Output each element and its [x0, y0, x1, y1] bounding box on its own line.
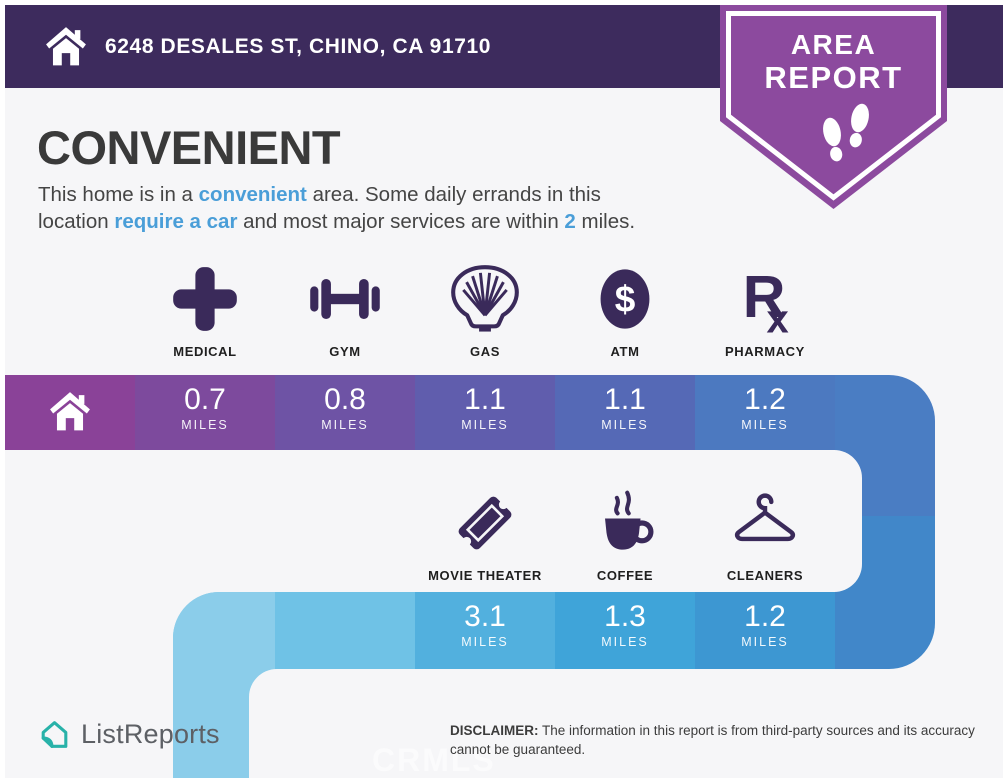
- desc-segment: and most major services are within: [237, 210, 565, 233]
- amenity-label: GAS: [470, 344, 500, 359]
- distance-bar2-segment: [415, 592, 555, 669]
- amenity-gym: GYM: [275, 262, 415, 359]
- distance-bar2-segment: [695, 592, 835, 669]
- distance-unit: MILES: [461, 635, 509, 649]
- amenity-label: ATM: [610, 344, 640, 359]
- home-icon: [50, 392, 90, 431]
- distance-bar1-segment: [555, 375, 695, 450]
- distance-unit: MILES: [601, 418, 649, 432]
- footprints-icon: [823, 103, 869, 162]
- dollar-sign-icon: $: [600, 269, 650, 329]
- distance-bar1-segment: [135, 375, 275, 450]
- page-title: CONVENIENT: [37, 121, 341, 174]
- badge-line1: AREA: [791, 29, 876, 60]
- distance-value: 1.1: [464, 383, 506, 416]
- listreports-house-icon: [41, 721, 68, 748]
- amenity-label: COFFEE: [596, 568, 654, 583]
- snake-inner-cutout-top: [5, 450, 862, 592]
- amenity-coffee: COFFEE: [555, 486, 695, 583]
- amenity-label: MOVIE THEATER: [428, 568, 542, 583]
- amenity-gas: GAS: [415, 262, 555, 359]
- amenity-label: GYM: [329, 344, 361, 359]
- svg-text:x: x: [766, 297, 788, 336]
- distance-value: 0.8: [324, 383, 366, 416]
- amenity-atm: $ ATM: [555, 262, 695, 359]
- distance-value: 1.3: [604, 600, 646, 633]
- amenity-medical: MEDICAL: [135, 262, 275, 359]
- home-icon: [46, 27, 86, 66]
- desc-segment: area. Some daily errands in this locatio…: [38, 183, 601, 233]
- distance-bar1-segment: [275, 375, 415, 450]
- coffee-cup-icon: [605, 490, 654, 550]
- distance-bar1-segment: [415, 375, 555, 450]
- distance-cell: 0.7 MILES: [135, 383, 275, 433]
- distance-bar2-segment: [555, 592, 695, 669]
- desc-highlight: require a car: [114, 210, 238, 233]
- distance-value: 1.2: [744, 383, 786, 416]
- medical-cross-icon: [173, 267, 237, 331]
- disclaimer-text: The information in this report is from t…: [450, 723, 975, 757]
- distance-cell: 1.2 MILES: [695, 383, 835, 433]
- rx-icon: R x: [743, 263, 789, 336]
- badge-pennant: [720, 5, 947, 209]
- svg-text:R: R: [743, 263, 786, 330]
- distance-value: 1.2: [744, 600, 786, 633]
- distance-value: 1.1: [604, 383, 646, 416]
- distance-value: 3.1: [464, 600, 506, 633]
- distance-unit: MILES: [741, 635, 789, 649]
- desc-segment: miles.: [575, 210, 636, 233]
- hanger-icon: [734, 493, 796, 542]
- distance-cell: 1.1 MILES: [415, 383, 555, 433]
- desc-highlight: convenient: [198, 183, 307, 206]
- movie-ticket-icon: [458, 496, 512, 550]
- amenity-label: MEDICAL: [173, 344, 237, 359]
- shell-icon: [451, 265, 519, 332]
- distance-cell: 3.1 MILES: [415, 600, 555, 650]
- amenity-cleaners: CLEANERS: [695, 486, 835, 583]
- distance-unit: MILES: [741, 418, 789, 432]
- listreports-logo: ListReports: [36, 716, 220, 753]
- dumbbell-icon: [310, 279, 380, 319]
- badge-line2: REPORT: [764, 60, 902, 95]
- distance-unit: MILES: [181, 418, 229, 432]
- distance-unit: MILES: [321, 418, 369, 432]
- snake-inner-cutout-bottom: [249, 669, 1003, 778]
- amenity-label: CLEANERS: [726, 568, 804, 583]
- distance-cell: 1.1 MILES: [555, 383, 695, 433]
- amenity-label: PHARMACY: [725, 344, 805, 359]
- desc-highlight: 2: [564, 210, 576, 233]
- distance-cell: 1.3 MILES: [555, 600, 695, 650]
- svg-text:$: $: [615, 279, 636, 320]
- brand-name: ListReports: [81, 719, 220, 749]
- distance-cell: 0.8 MILES: [275, 383, 415, 433]
- amenity-movie-theater: MOVIE THEATER: [415, 486, 555, 583]
- area-report-badge: AREA REPORT: [720, 5, 947, 209]
- distance-value: 0.7: [184, 383, 226, 416]
- distance-bar1-segment: [695, 375, 835, 450]
- distance-bar2-segment: [275, 592, 415, 669]
- distance-unit: MILES: [601, 635, 649, 649]
- distance-bar2-segment: [173, 592, 275, 669]
- distance-unit: MILES: [461, 418, 509, 432]
- distance-cell: 1.2 MILES: [695, 600, 835, 650]
- description: This home is in a convenient area. Some …: [38, 181, 640, 235]
- property-address: 6248 DESALES ST, CHINO, CA 91710: [105, 34, 492, 58]
- amenity-pharmacy: R x PHARMACY: [695, 262, 835, 359]
- desc-segment: This home is in a: [38, 183, 199, 206]
- watermark: CRMLS: [372, 742, 496, 778]
- disclaimer: DISCLAIMER: The information in this repo…: [450, 721, 985, 759]
- disclaimer-label: DISCLAIMER:: [450, 723, 539, 738]
